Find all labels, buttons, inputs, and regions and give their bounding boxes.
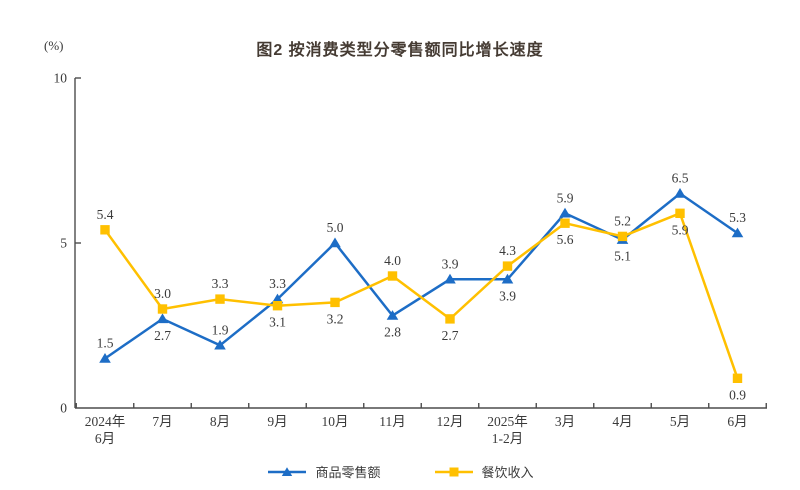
- legend-square-marker-icon: [449, 467, 458, 476]
- data-point-label-1: 5.2: [614, 213, 631, 228]
- legend-item-catering: 餐饮收入: [433, 462, 534, 481]
- data-point-label-1: 2.7: [442, 328, 459, 343]
- data-point-marker-0: [444, 273, 456, 284]
- data-point-marker-0: [731, 227, 744, 238]
- data-point-label-1: 3.0: [154, 286, 171, 301]
- data-point-marker-0: [99, 353, 111, 363]
- data-point-label-0: 6.5: [672, 171, 689, 186]
- x-tick-label: 8月: [210, 414, 230, 429]
- data-point-marker-1: [330, 297, 340, 308]
- legend-swatch-catering-icon: [434, 467, 473, 476]
- legend-swatch-goods-icon: [268, 466, 307, 476]
- data-point-label-0: 1.9: [212, 322, 229, 337]
- legend-item-goods: 商品零售额: [266, 462, 381, 481]
- data-point-label-0: 2.7: [154, 328, 171, 343]
- data-point-label-0: 3.3: [269, 276, 286, 291]
- data-point-marker-0: [559, 207, 571, 218]
- data-point-label-1: 3.2: [327, 311, 344, 326]
- data-point-label-1: 4.0: [384, 253, 401, 268]
- data-point-label-1: 4.3: [499, 243, 516, 258]
- data-point-marker-1: [617, 231, 628, 242]
- series-line-1: [103, 211, 739, 379]
- data-point-label-0: 1.5: [97, 336, 114, 351]
- x-tick-label: 2025年 1-2月: [487, 414, 528, 446]
- data-point-marker-1: [387, 271, 398, 281]
- data-point-marker-1: [100, 225, 110, 235]
- series-line-0: [104, 191, 739, 360]
- data-point-marker-0: [214, 339, 226, 350]
- data-point-marker-1: [732, 373, 743, 383]
- data-point-label-0: 3.9: [442, 256, 459, 271]
- data-point-label-0: 5.0: [327, 220, 344, 235]
- data-point-label-1: 5.4: [97, 207, 114, 222]
- data-point-label-1: 5.9: [672, 222, 689, 237]
- data-point-marker-1: [157, 304, 168, 314]
- y-tick-label: 10: [54, 71, 68, 86]
- data-point-label-1: 3.1: [269, 315, 286, 330]
- x-tick-label: 5月: [670, 414, 690, 429]
- x-tick-label: 6月: [727, 414, 747, 429]
- data-point-label-0: 5.9: [557, 190, 574, 205]
- legend-label-catering: 餐饮收入: [481, 465, 534, 480]
- chart-title: 图2 按消费类型分零售额同比增长速度: [256, 42, 544, 59]
- x-tick-label: 12月: [437, 414, 464, 429]
- x-tick-label: 7月: [152, 414, 172, 429]
- x-tick-label: 9月: [267, 414, 287, 429]
- data-point-marker-1: [445, 314, 455, 324]
- data-point-label-0: 5.1: [614, 249, 631, 264]
- chart-legend: 商品零售额 餐饮收入: [0, 462, 800, 481]
- x-tick-label: 11月: [379, 414, 406, 429]
- data-point-marker-0: [674, 188, 686, 198]
- data-point-marker-0: [501, 273, 514, 284]
- x-tick-label: 10月: [322, 414, 349, 429]
- data-point-marker-1: [502, 261, 513, 271]
- data-point-marker-1: [215, 294, 225, 304]
- data-point-marker-0: [271, 293, 284, 304]
- y-tick-label: 0: [60, 401, 67, 416]
- data-point-label-0: 3.9: [499, 288, 516, 303]
- legend-label-goods: 商品零售额: [315, 465, 381, 480]
- x-tick-label: 2024年 6月: [85, 414, 126, 446]
- data-point-label-1: 3.3: [212, 276, 229, 291]
- data-point-label-0: 2.8: [384, 325, 401, 340]
- legend-triangle-marker-icon: [282, 466, 293, 476]
- data-point-marker-1: [675, 208, 685, 218]
- data-point-marker-0: [156, 313, 169, 324]
- x-tick-label: 4月: [612, 414, 632, 429]
- data-point-marker-0: [386, 310, 399, 320]
- x-tick-label: 3月: [555, 414, 575, 429]
- data-point-label-1: 5.6: [557, 232, 574, 247]
- y-axis-unit-label: (%): [44, 38, 64, 53]
- chart-canvas: 0 5 10 2024年 6月 7月 8月 9月 10月 11月 12月 2025年 1-2月 3月 4月 5…: [54, 71, 767, 446]
- data-point-marker-0: [329, 237, 341, 248]
- y-tick-label: 5: [60, 236, 67, 251]
- data-point-label-1: 0.9: [729, 387, 746, 402]
- data-point-marker-1: [560, 218, 570, 228]
- data-point-marker-1: [272, 301, 283, 311]
- data-point-label-0: 5.3: [729, 210, 746, 225]
